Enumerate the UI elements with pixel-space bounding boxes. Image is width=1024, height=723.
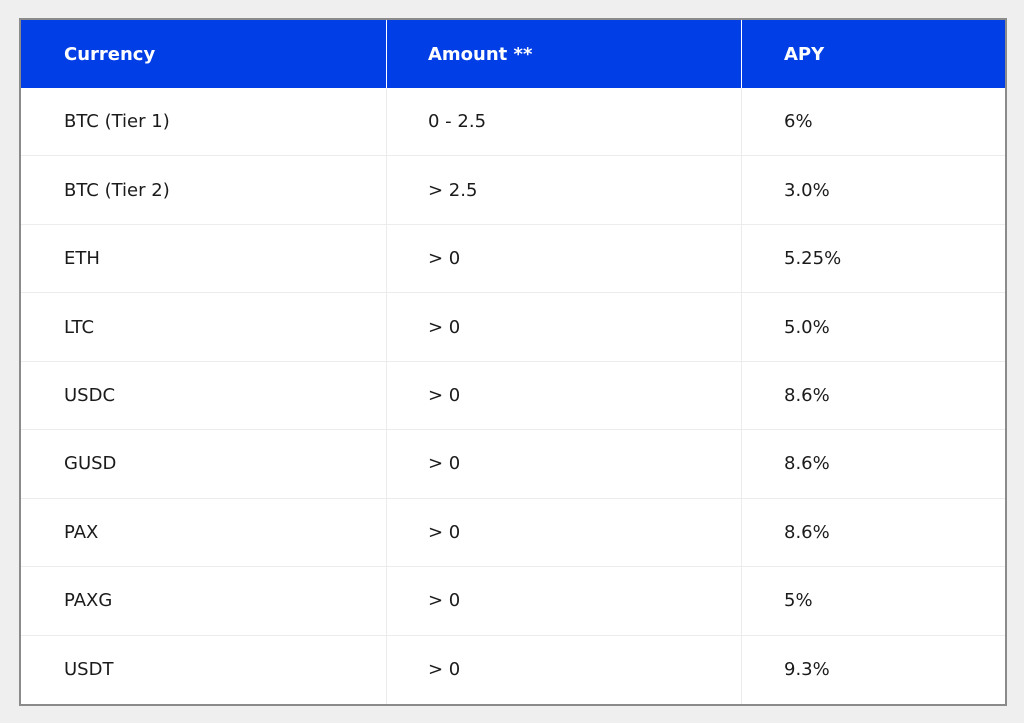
apy-cell: 5% (742, 567, 1005, 636)
amount-cell: > 0 (387, 224, 742, 294)
header-apy: APY (742, 20, 1005, 88)
rates-table: Currency Amount ** APY BTC (Tier 1) 0 - … (21, 20, 1005, 704)
amount-cell: > 0 (387, 361, 742, 431)
apy-cell: 8.6% (742, 362, 1005, 431)
currency-cell: PAXG (21, 567, 387, 636)
apy-cell: 8.6% (742, 499, 1005, 568)
apy-cell: 5.0% (742, 293, 1005, 362)
apy-cell: 6% (742, 88, 1005, 157)
amount-cell: > 0 (387, 635, 742, 704)
amount-cell: > 0 (387, 293, 742, 362)
currency-cell: PAX (21, 498, 387, 568)
amount-cell: > 2.5 (387, 156, 742, 225)
amount-cell: > 0 (387, 430, 742, 499)
currency-cell: BTC (Tier 2) (21, 156, 387, 225)
currency-cell: USDC (21, 361, 387, 431)
currency-cell: BTC (Tier 1) (21, 88, 387, 157)
apy-cell: 5.25% (742, 225, 1005, 294)
amount-cell: > 0 (387, 498, 742, 568)
currency-cell: GUSD (21, 430, 387, 499)
amount-cell: 0 - 2.5 (387, 88, 742, 157)
amount-cell: > 0 (387, 567, 742, 636)
apy-cell: 3.0% (742, 156, 1005, 225)
header-currency: Currency (21, 20, 387, 88)
rates-table-frame: Currency Amount ** APY BTC (Tier 1) 0 - … (19, 18, 1007, 706)
currency-cell: ETH (21, 224, 387, 294)
apy-cell: 9.3% (784, 659, 830, 681)
header-amount: Amount ** (387, 20, 742, 88)
currency-cell: USDT (21, 635, 387, 704)
apy-cell: 8.6% (742, 430, 1005, 499)
currency-cell: LTC (21, 293, 387, 362)
